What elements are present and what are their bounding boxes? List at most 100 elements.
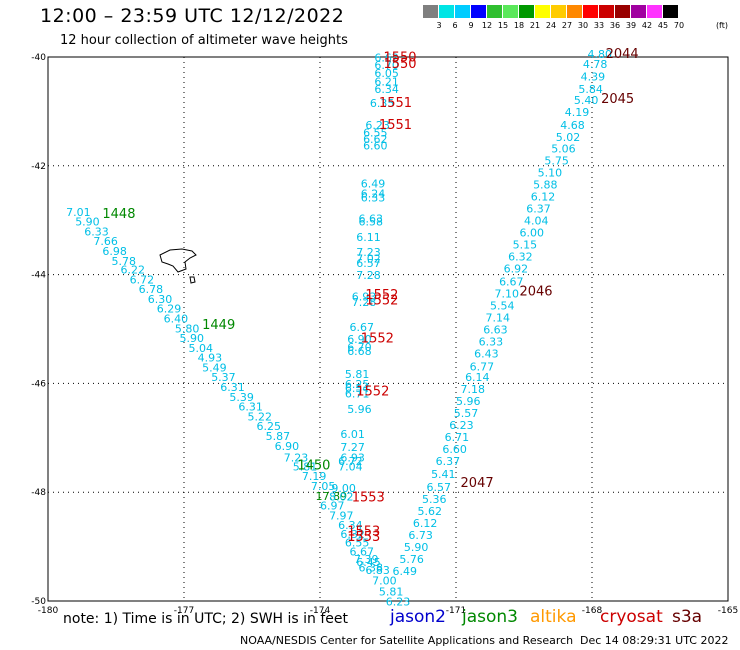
wave-height-value: 6.93	[352, 291, 377, 304]
color-scale-label: 39	[625, 21, 637, 30]
color-scale-label: 27	[561, 21, 573, 30]
satellite-pass-time-label: 1552	[365, 294, 398, 309]
satellite-legend-jason2: jason2	[390, 607, 446, 627]
wave-height-value: 5.84	[578, 83, 603, 96]
latitude-tick-label: -40	[31, 53, 46, 63]
satellite-pass-time-label: 1551	[379, 96, 412, 111]
color-scale-label: 3	[436, 21, 442, 30]
wave-height-value: 4.19	[565, 106, 590, 119]
wave-height-value: 6.71	[345, 388, 370, 401]
wave-height-value: 6.32	[340, 528, 365, 541]
color-swatch	[423, 5, 439, 18]
wave-height-value: 6.55	[345, 537, 370, 550]
wave-height-value: 5.37	[211, 371, 236, 384]
color-swatch	[599, 5, 615, 18]
wave-height-value: 7.28	[352, 296, 377, 309]
wave-height-value: 9.00	[331, 482, 356, 495]
color-scale-label: 18	[513, 21, 525, 30]
wave-height-value: 5.90	[75, 216, 100, 229]
color-scale-label: 70	[673, 21, 685, 30]
wave-height-value: 6.37	[526, 203, 551, 216]
color-scale-label: 36	[609, 21, 621, 30]
wave-height-value: 7.18	[461, 383, 486, 396]
color-scale-labels: 3 6 9 12 15 18 21 24 27 30 33 36 39 42 45 70	[423, 21, 684, 33]
wave-height-value: 5.88	[533, 179, 558, 192]
note-text: note: 1) Time is in UTC; 2) SWH is in fe…	[63, 611, 349, 627]
wave-height-value: 6.73	[408, 529, 433, 542]
wave-height-value: 5.36	[422, 493, 447, 506]
satellite-pass-time-label: 1552	[356, 384, 389, 399]
wave-height-value: 7.39	[354, 553, 379, 566]
wave-height-value: 4.39	[581, 70, 606, 83]
wave-height-value: 5.39	[229, 391, 254, 404]
wave-height-value: 5.96	[347, 403, 372, 416]
wave-height-value: 6.23	[365, 119, 390, 132]
wave-height-value: 6.33	[84, 225, 109, 238]
color-swatch	[503, 5, 519, 18]
wave-height-value: 6.23	[386, 595, 411, 608]
wave-height-value: 6.63	[483, 323, 508, 336]
color-swatch	[615, 5, 631, 18]
wave-height-value: 7.04	[338, 460, 363, 473]
color-scale-label: 42	[641, 21, 653, 30]
wave-height-value: 5.90	[179, 332, 204, 345]
color-swatch	[551, 5, 567, 18]
wave-height-value: 6.90	[347, 333, 372, 346]
wave-height-value: 4.78	[583, 58, 608, 71]
wave-height-value: 5.87	[266, 430, 291, 443]
satellite-pass-time-label: 1448	[102, 207, 135, 222]
wave-height-value: 6.71	[445, 431, 470, 444]
wave-height-value: 6.34	[338, 519, 363, 532]
wave-height-value: 6.78	[139, 283, 164, 296]
longitude-tick-label: -168	[582, 606, 603, 616]
latitude-tick-label: -46	[31, 379, 46, 389]
color-scale-label: 24	[545, 21, 557, 30]
color-swatch	[455, 5, 471, 18]
wave-height-value: 6.32	[508, 250, 532, 263]
longitude-tick-label: -177	[174, 606, 194, 616]
map-axis-labels: -180 -177 -174 -171 -168 -165 -40 -42 -44 -46 -48 -…	[31, 53, 738, 616]
wave-height-value: 6.70	[374, 59, 399, 72]
wave-height-value: 6.31	[238, 401, 263, 414]
wave-height-value: 6.49	[393, 565, 418, 578]
satellite-time-labels: 1448144914501550155015511551155215521552…	[102, 47, 638, 545]
satellite-pass-time-label: 1553	[352, 490, 385, 505]
wave-height-values: 7.015.906.337.666.985.786.226.726.786.30…	[66, 48, 612, 608]
satellite-pass-time-label: 1552	[361, 332, 394, 347]
wave-height-value: 6.30	[148, 293, 173, 306]
wave-height-value: 6.31	[220, 381, 245, 394]
satellite-pass-time-label: 1550	[383, 50, 416, 65]
wave-height-value: 4.93	[198, 352, 223, 365]
wave-height-value: 6.72	[338, 455, 363, 468]
wave-height-value: 6.24	[361, 187, 386, 200]
color-scale-label: 15	[497, 21, 509, 30]
wave-height-value: 5.10	[538, 167, 563, 180]
wave-height-value: 5.15	[513, 238, 538, 251]
wave-height-value: 6.05	[374, 67, 399, 80]
wave-height-value: 5.90	[404, 541, 429, 554]
satellite-pass-time-label: 2047	[461, 476, 494, 491]
wave-height-value: 5.62	[417, 505, 442, 518]
wave-height-value: 6.58	[359, 216, 384, 229]
wave-height-value: 6.43	[474, 347, 499, 360]
wave-height-value: 7.66	[93, 235, 118, 248]
color-scale-label: 6	[452, 21, 458, 30]
wave-height-value: 6.14	[465, 371, 490, 384]
satellite-legend-cryosat: cryosat	[600, 607, 663, 627]
wave-height-value: 7.97	[329, 509, 354, 522]
wave-height-value: 6.29	[157, 303, 182, 316]
wave-height-value: 6.37	[436, 455, 461, 468]
wave-height-value: 6.25	[257, 420, 282, 433]
wave-height-value: 6.67	[499, 275, 523, 288]
color-swatch	[487, 5, 503, 18]
wave-height-value: 6.34	[374, 83, 399, 96]
wave-height-value: 8.02	[329, 490, 354, 503]
color-scale-label: 45	[657, 21, 669, 30]
satellite-pass-time-label: 1550	[383, 57, 416, 72]
wave-height-value: 6.12	[413, 517, 438, 530]
wave-height-value: 6.01	[340, 428, 365, 441]
color-swatch	[519, 5, 535, 18]
wave-height-value: 6.54	[345, 382, 370, 395]
wave-height-value: 6.63	[359, 212, 384, 225]
wave-height-value: 6.21	[374, 75, 399, 88]
